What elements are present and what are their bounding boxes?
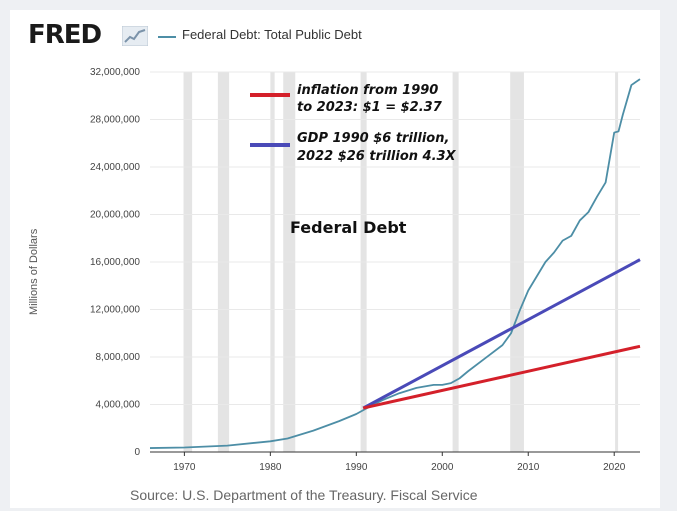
chart-frame (10, 10, 660, 508)
inflation-note-line2: to 2023: $1 = $2.37 (297, 100, 443, 115)
series-line-2 (362, 344, 641, 410)
y-tick-label-3: 12,000,000 (90, 305, 140, 316)
line-graph-icon (122, 26, 148, 46)
legend-label: Federal Debt: Total Public Debt (182, 27, 362, 42)
series-line-1 (362, 258, 641, 410)
source-note: Source: U.S. Department of the Treasury.… (130, 487, 478, 503)
y-tick-label-7: 28,000,000 (90, 115, 140, 126)
axes: 0 4,000,000 8,000,000 12,000,000 16,000,000 2… (90, 67, 640, 473)
x-tick-label-1: 1980 (259, 462, 282, 473)
gdp-note-line2: 2022 $26 trillion 4.3X (297, 149, 457, 164)
series-line-0 (149, 78, 641, 449)
y-tick-label-5: 20,000,000 (90, 210, 140, 221)
x-tick-label-0: 1970 (173, 462, 196, 473)
fred-logo: FRED (28, 20, 102, 50)
x-tick-label-3: 2000 (431, 462, 454, 473)
x-tick-label-4: 2010 (517, 462, 540, 473)
federal-debt-annotation: Federal Debt (290, 218, 407, 237)
inflation-note-line1: inflation from 1990 (297, 83, 438, 98)
legend-swatch (158, 36, 176, 38)
y-tick-label-4: 16,000,000 (90, 257, 140, 268)
gdp-note-line1: GDP 1990 $6 trillion, (297, 131, 449, 146)
series-lines (149, 78, 641, 449)
x-tick-label-5: 2020 (603, 462, 626, 473)
y-tick-label-8: 32,000,000 (90, 67, 140, 78)
x-tick-label-2: 1990 (345, 462, 368, 473)
y-tick-label-6: 24,000,000 (90, 162, 140, 173)
annotations: inflation from 1990 to 2023: $1 = $2.37 … (250, 83, 457, 237)
y-tick-label-1: 4,000,000 (96, 400, 141, 411)
y-tick-label-0: 0 (134, 447, 140, 458)
y-tick-label-2: 8,000,000 (96, 352, 141, 363)
